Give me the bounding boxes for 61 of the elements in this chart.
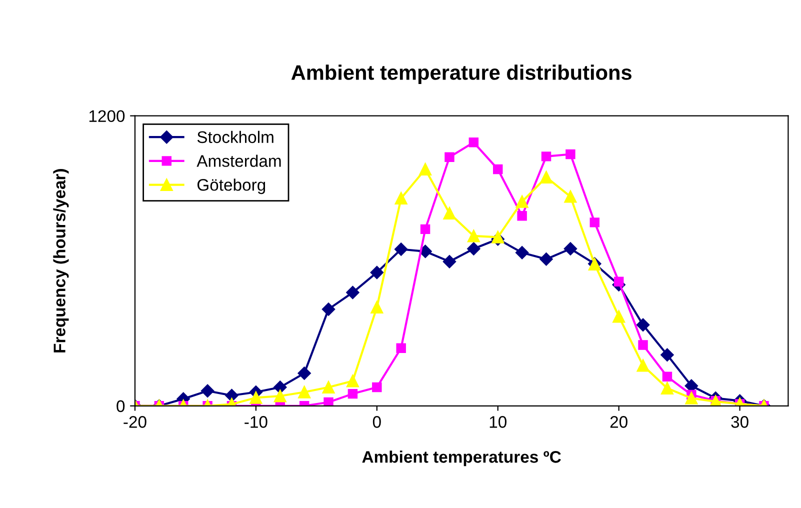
point: [322, 381, 335, 394]
point: [298, 386, 311, 398]
point: [324, 397, 334, 406]
point: [346, 374, 359, 388]
point: [396, 343, 406, 353]
point: [662, 372, 672, 382]
x-tick-label: 0: [372, 416, 381, 428]
point: [420, 224, 430, 234]
point: [442, 254, 456, 268]
chart-title: Ambient temperature distributions: [291, 64, 632, 84]
point: [515, 246, 529, 260]
point: [540, 170, 553, 184]
point: [274, 380, 287, 394]
point: [418, 244, 432, 258]
x-tick-label: -10: [244, 416, 268, 428]
point: [443, 206, 456, 220]
point: [467, 242, 480, 256]
point: [419, 162, 432, 176]
x-axis-title: Ambient temperatures ºC: [362, 450, 561, 466]
point: [517, 211, 527, 221]
point: [370, 266, 384, 280]
point: [612, 310, 626, 323]
point: [590, 218, 600, 228]
point: [298, 366, 311, 380]
point: [636, 318, 650, 332]
x-tick-label: 30: [731, 416, 748, 428]
point: [660, 348, 674, 362]
y-axis-title: Frequency (hours/year): [53, 169, 69, 352]
point: [394, 192, 408, 204]
x-tick-label: 20: [610, 416, 628, 428]
point: [346, 286, 360, 300]
point: [274, 390, 286, 402]
point: [370, 301, 384, 314]
point: [200, 384, 214, 398]
legend-label: Göteborg: [197, 178, 266, 194]
point: [541, 152, 552, 162]
y-tick-label: 1200: [89, 110, 125, 122]
x-tick-label: -20: [124, 416, 146, 428]
point: [564, 190, 577, 203]
point: [250, 391, 262, 404]
point: [467, 230, 480, 242]
point: [614, 276, 624, 287]
point: [660, 382, 674, 394]
x-tick-label: 10: [490, 416, 506, 428]
point: [566, 149, 576, 160]
point: [564, 242, 578, 256]
point: [322, 302, 336, 316]
point: [372, 382, 382, 392]
point: [685, 392, 698, 404]
point: [493, 164, 503, 174]
point: [638, 340, 648, 350]
point: [394, 242, 408, 256]
point: [444, 152, 454, 162]
legend-label: Stockholm: [197, 130, 274, 144]
point: [492, 230, 504, 244]
point: [636, 359, 650, 372]
point: [516, 195, 528, 208]
point: [540, 252, 553, 266]
legend-label: Amsterdam: [196, 154, 281, 167]
point: [468, 138, 479, 148]
point: [348, 388, 358, 399]
